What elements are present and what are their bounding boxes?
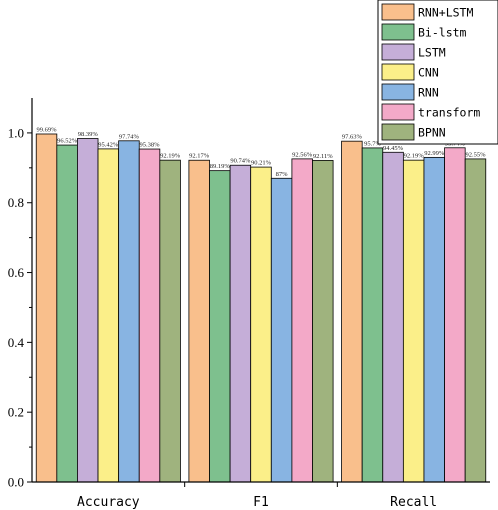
- legend-label: transform: [418, 106, 480, 120]
- data-label: 92.55%: [465, 151, 486, 158]
- bars-layer: [35, 133, 487, 483]
- data-label: 95.42%: [98, 141, 119, 148]
- legend-label: RNN: [418, 86, 439, 100]
- data-label: 98.39%: [78, 131, 99, 138]
- legend-swatch: [381, 103, 415, 121]
- bar: [138, 148, 161, 483]
- y-tick-label: 0.0: [8, 475, 24, 490]
- axes-layer: Accuracy F1 Recall 0.0 0.2 0.4 0.6 0.8 1.0: [8, 98, 490, 510]
- x-tick-label: Accuracy: [77, 495, 140, 510]
- data-labels-layer: 99.69% 96.52%98.39% 95.42%97.74%95.38% 92.1…: [37, 126, 487, 177]
- legend-swatch: [381, 43, 415, 61]
- bar: [312, 160, 334, 483]
- bar: [209, 170, 231, 483]
- bar: [291, 158, 313, 483]
- data-label: 92.19%: [160, 153, 181, 160]
- legend: RNN+LSTM Bi-lstm LSTM CNN RNN transform BPNN: [377, 0, 498, 145]
- legend-label: CNN: [418, 66, 439, 80]
- legend-swatch: [381, 63, 415, 81]
- data-label: 90.21%: [251, 160, 272, 167]
- data-label: 97.74%: [119, 133, 140, 140]
- y-tick-label: 0.2: [8, 405, 24, 420]
- bar: [270, 177, 293, 483]
- bar: [188, 159, 210, 483]
- data-label: 96.52%: [57, 138, 78, 145]
- bar: [464, 158, 487, 483]
- data-label: 90.74%: [230, 158, 251, 165]
- bar: [423, 156, 445, 483]
- legend-swatch: [381, 83, 415, 101]
- data-label: 95.7%: [364, 140, 381, 147]
- bar: [341, 140, 363, 483]
- bar: [250, 166, 272, 483]
- data-label: 94.45%: [383, 145, 404, 152]
- bar: [56, 144, 78, 483]
- y-tick-label: 0.6: [8, 265, 25, 280]
- legend-swatch: [381, 123, 415, 141]
- data-label: 92.17%: [189, 153, 210, 160]
- bar: [118, 140, 140, 483]
- y-tick-label: 0.4: [8, 335, 25, 350]
- data-label: 92.19%: [404, 153, 425, 160]
- legend-label: BPNN: [418, 126, 446, 140]
- y-tick-label: 0.8: [8, 195, 24, 210]
- x-tick-label: Recall: [390, 495, 437, 510]
- bar: [402, 159, 425, 483]
- data-label: 87%: [276, 171, 289, 178]
- data-label: 99.69%: [37, 126, 58, 133]
- data-label: 95.38%: [140, 142, 161, 149]
- data-label: 97.63%: [342, 134, 363, 141]
- data-label: 92.99%: [424, 150, 445, 157]
- bar: [159, 159, 181, 483]
- bar: [35, 133, 58, 483]
- bar: [382, 151, 404, 483]
- bar: [97, 148, 120, 483]
- bar: [229, 164, 252, 483]
- bar: [77, 138, 99, 483]
- y-tick-label: 1.0: [8, 125, 24, 140]
- legend-label: LSTM: [418, 46, 446, 60]
- data-label: 92.56%: [292, 151, 313, 158]
- data-label: 89.19%: [210, 163, 231, 170]
- bar: [361, 147, 384, 483]
- data-label: 92.11%: [313, 153, 333, 160]
- legend-swatch: [381, 3, 415, 21]
- legend-label: Bi-lstm: [418, 26, 467, 40]
- legend-label: RNN+LSTM: [418, 6, 473, 20]
- legend-swatch: [381, 23, 415, 41]
- x-tick-label: F1: [253, 495, 269, 510]
- bar: [444, 147, 466, 483]
